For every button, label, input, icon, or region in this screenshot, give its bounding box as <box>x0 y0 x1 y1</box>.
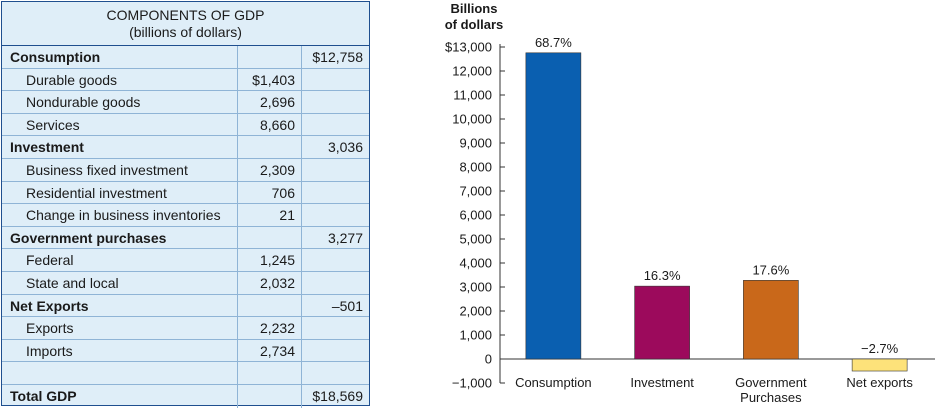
row-total <box>302 362 369 384</box>
bar <box>851 358 908 372</box>
row-total <box>302 340 369 362</box>
row-total: –501 <box>331 297 363 314</box>
table-title: COMPONENTS OF GDP <box>106 7 265 23</box>
row-total: $12,758 <box>312 49 363 65</box>
table-row: Nondurable goods 2,696 <box>2 91 369 114</box>
row-subtotal <box>238 384 302 408</box>
row-subtotal: 2,232 <box>238 317 302 339</box>
row-subtotal <box>238 362 302 384</box>
row-subtotal: 8,660 <box>238 113 302 136</box>
gdp-bar-chart: Billions of dollars −1,000 0 1,000 2,000 3,000… <box>445 1 935 405</box>
row-label: Exports <box>2 317 238 339</box>
row-label: Business fixed investment <box>2 158 238 181</box>
table-row: Residential investment 706 <box>2 181 369 205</box>
bar-data-label: 16.3% <box>644 268 681 283</box>
row-total <box>302 317 369 339</box>
row-label: Investment <box>2 136 238 158</box>
row-label: Nondurable goods <box>2 91 238 113</box>
bar <box>743 280 799 360</box>
row-total <box>302 249 369 271</box>
table-row: Exports 2,232 <box>2 317 369 340</box>
table-category-row: Net Exports –501 <box>2 294 369 318</box>
row-label: Net Exports <box>2 294 238 317</box>
table-row: Federal 1,245 <box>2 249 369 272</box>
row-label: Change in business inventories <box>2 204 238 226</box>
y-tick-label: 0 <box>485 352 492 367</box>
row-total <box>302 159 369 181</box>
row-label: Imports <box>2 339 238 362</box>
row-label: Total GDP <box>2 384 238 408</box>
bar-data-label: 17.6% <box>752 262 789 277</box>
y-tick-label: $13,000 <box>445 40 492 55</box>
row-subtotal: 706 <box>238 181 302 204</box>
x-category-label: Consumption <box>515 375 592 390</box>
y-tick-label: 10,000 <box>452 112 492 127</box>
table-row <box>2 362 369 385</box>
table-row: State and local 2,032 <box>2 271 369 295</box>
table-category-row: Total GDP $18,569 <box>2 384 369 408</box>
y-axis-title: Billions of dollars <box>445 1 504 32</box>
row-subtotal: 2,734 <box>238 339 302 362</box>
table-category-row: Consumption $12,758 <box>2 46 369 69</box>
row-label: Services <box>2 113 238 136</box>
table-category-row: Investment 3,036 <box>2 136 369 159</box>
table-header: COMPONENTS OF GDP (billions of dollars) <box>2 2 369 46</box>
y-tick-label: 6,000 <box>459 208 492 223</box>
row-subtotal <box>238 226 302 249</box>
table-row: Change in business inventories 21 <box>2 204 369 227</box>
bar-data-label: −2.7% <box>861 341 899 356</box>
row-total: 3,036 <box>327 139 363 156</box>
bar <box>525 52 582 360</box>
row-total: $18,569 <box>312 387 363 404</box>
table-row: Business fixed investment 2,309 <box>2 158 369 182</box>
row-subtotal: 1,245 <box>238 249 302 271</box>
table-body: Consumption $12,758 Durable goods $1,403 Non… <box>2 46 369 408</box>
row-subtotal <box>238 294 302 317</box>
y-tick-label: 1,000 <box>459 328 492 343</box>
row-total <box>302 69 369 91</box>
row-subtotal <box>238 46 302 68</box>
row-subtotal: $1,403 <box>238 68 302 91</box>
table-row: Services 8,660 <box>2 113 369 137</box>
row-subtotal: 2,309 <box>238 158 302 181</box>
row-total <box>302 114 369 136</box>
row-label: Residential investment <box>2 181 238 204</box>
row-total <box>302 182 369 204</box>
y-tick-label: 11,000 <box>453 88 492 103</box>
y-tick-label: 8,000 <box>459 160 492 175</box>
row-label <box>2 362 238 384</box>
y-tick-label: 9,000 <box>459 136 492 151</box>
row-label: Federal <box>2 249 238 271</box>
x-category-label: Net exports <box>846 375 913 390</box>
table-subtitle: (billions of dollars) <box>129 24 242 40</box>
y-tick-label: 4,000 <box>459 256 492 271</box>
row-total <box>302 91 369 113</box>
table-row: Imports 2,734 <box>2 339 369 363</box>
bar <box>634 285 690 360</box>
y-tick-label: −1,000 <box>452 376 492 391</box>
row-total: 3,277 <box>327 229 363 246</box>
row-total <box>302 272 369 294</box>
row-label: State and local <box>2 271 238 294</box>
row-label: Consumption <box>2 46 238 68</box>
row-subtotal: 2,032 <box>238 271 302 294</box>
y-tick-label: 12,000 <box>452 64 492 79</box>
row-subtotal: 21 <box>238 204 302 226</box>
row-label: Durable goods <box>2 68 238 91</box>
table-category-row: Government purchases 3,277 <box>2 226 369 250</box>
y-tick-label: 5,000 <box>459 232 492 247</box>
y-tick-label: 7,000 <box>459 184 492 199</box>
row-label: Government purchases <box>2 226 238 249</box>
row-total <box>302 204 369 226</box>
y-tick-label: 3,000 <box>459 280 492 295</box>
row-subtotal <box>238 136 302 158</box>
gdp-components-table: COMPONENTS OF GDP (billions of dollars) … <box>1 1 370 408</box>
table-row: Durable goods $1,403 <box>2 68 369 92</box>
x-category-label: Government Purchases <box>735 375 807 405</box>
row-subtotal: 2,696 <box>238 91 302 113</box>
y-tick-label: 2,000 <box>459 304 492 319</box>
bar-data-label: 68.7% <box>535 35 572 50</box>
x-category-label: Investment <box>630 375 694 390</box>
